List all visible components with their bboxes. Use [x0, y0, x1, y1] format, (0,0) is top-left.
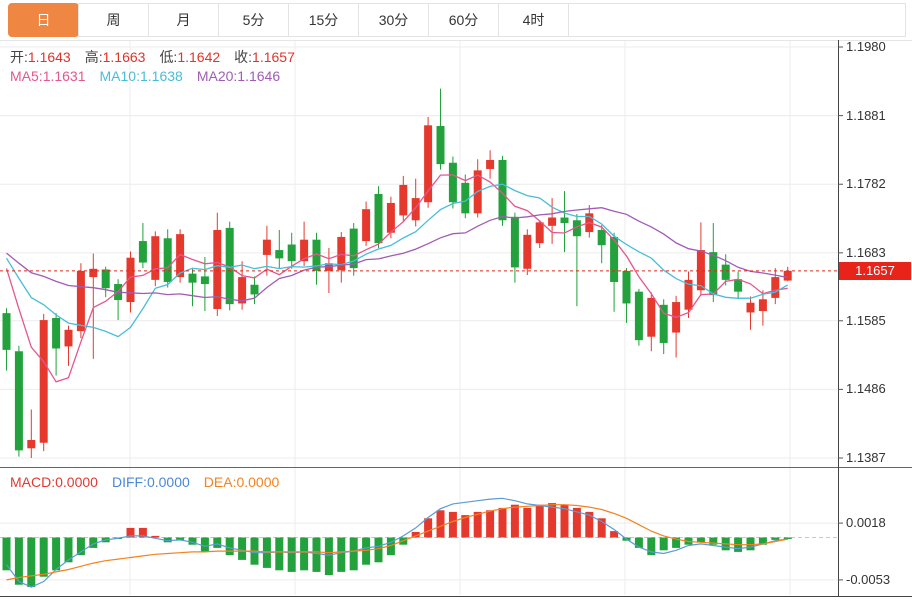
legend-ohlc-item: 开:1.1643	[10, 49, 71, 65]
price-axis-label: 1.1486	[846, 381, 886, 397]
legend-label: 开:	[10, 49, 28, 65]
legend-value: 1.1646	[237, 68, 281, 84]
candles-layer	[2, 88, 792, 458]
gridlines	[0, 41, 838, 595]
price-axis-label: 1.1980	[846, 39, 886, 54]
legend-ma-item: MA20:1.1646	[197, 68, 280, 84]
legend-macd-item: DEA:0.0000	[204, 474, 280, 490]
legend-label: DIFF:	[111, 474, 147, 490]
legend-value: 1.1643	[27, 49, 71, 65]
tab-4hour[interactable]: 4时	[498, 3, 569, 37]
legend-label: 收:	[234, 49, 253, 65]
legend-value: 0.0000	[146, 474, 190, 490]
legend-label: DEA:	[203, 474, 237, 490]
legend-value: 1.1657	[252, 49, 295, 65]
legend-label: MA5:	[10, 68, 43, 84]
ma10-line	[5, 183, 789, 338]
ma5-line	[5, 174, 788, 383]
macd-dea-line	[6, 504, 788, 581]
legend-ohlc-item: 收:1.1657	[234, 49, 295, 65]
legend-value: 1.1663	[102, 49, 146, 65]
legend-macd-item: MACD:0.0000	[10, 474, 98, 490]
price-axis-label: 1.1881	[846, 107, 886, 123]
legend-value: 1.1642	[177, 49, 221, 65]
price-axis-label: 1.1585	[846, 312, 886, 328]
ohlc-legend: 开:1.1643 高:1.1663 低:1.1642 收:1.1657	[10, 47, 309, 67]
tab-day[interactable]: 日	[8, 3, 79, 37]
price-axis-label: 1.1782	[846, 176, 886, 192]
ma-legend: MA5:1.1631 MA10:1.1638 MA20:1.1646	[10, 68, 294, 84]
legend-value: 1.1638	[139, 68, 183, 84]
tab-week[interactable]: 周	[78, 3, 149, 37]
macd-axis-label: 0.0018	[846, 515, 886, 531]
legend-label: 高:	[84, 49, 103, 65]
legend-label: MA10:	[99, 68, 140, 84]
legend-ohlc-item: 高:1.1663	[85, 49, 146, 65]
current-price-tag: 1.1657	[839, 261, 911, 280]
tab-30min[interactable]: 30分	[358, 3, 429, 37]
legend-label: MACD:	[10, 474, 56, 490]
legend-value: 1.1631	[42, 68, 86, 84]
legend-macd-item: DIFF:0.0000	[112, 474, 190, 490]
macd-diff-line	[6, 497, 788, 588]
tab-month[interactable]: 月	[148, 3, 219, 37]
macd-legend: MACD:0.0000 DIFF:0.0000 DEA:0.0000	[10, 474, 293, 490]
legend-ma-item: MA5:1.1631	[10, 68, 86, 84]
tab-15min[interactable]: 15分	[288, 3, 359, 37]
macd-axis-label: -0.0053	[846, 571, 891, 587]
price-axis-label: 1.1387	[846, 450, 886, 465]
tab-60min[interactable]: 60分	[428, 3, 499, 37]
price-axis-label: 1.1683	[846, 244, 886, 260]
tab-5min[interactable]: 5分	[218, 3, 289, 37]
tabbar-filler	[568, 3, 906, 37]
timeframe-tabbar: 日周月 5分 15分 30分 60分 4时	[8, 3, 906, 37]
ma20-line	[6, 207, 788, 302]
legend-value: 0.0000	[236, 474, 280, 490]
legend-label: 低:	[159, 49, 178, 65]
legend-value: 0.0000	[55, 474, 98, 490]
legend-ma-item: MA10:1.1638	[100, 68, 183, 84]
legend-label: MA20:	[196, 68, 238, 84]
legend-ohlc-item: 低:1.1642	[159, 49, 220, 65]
axis-frame	[0, 40, 912, 597]
